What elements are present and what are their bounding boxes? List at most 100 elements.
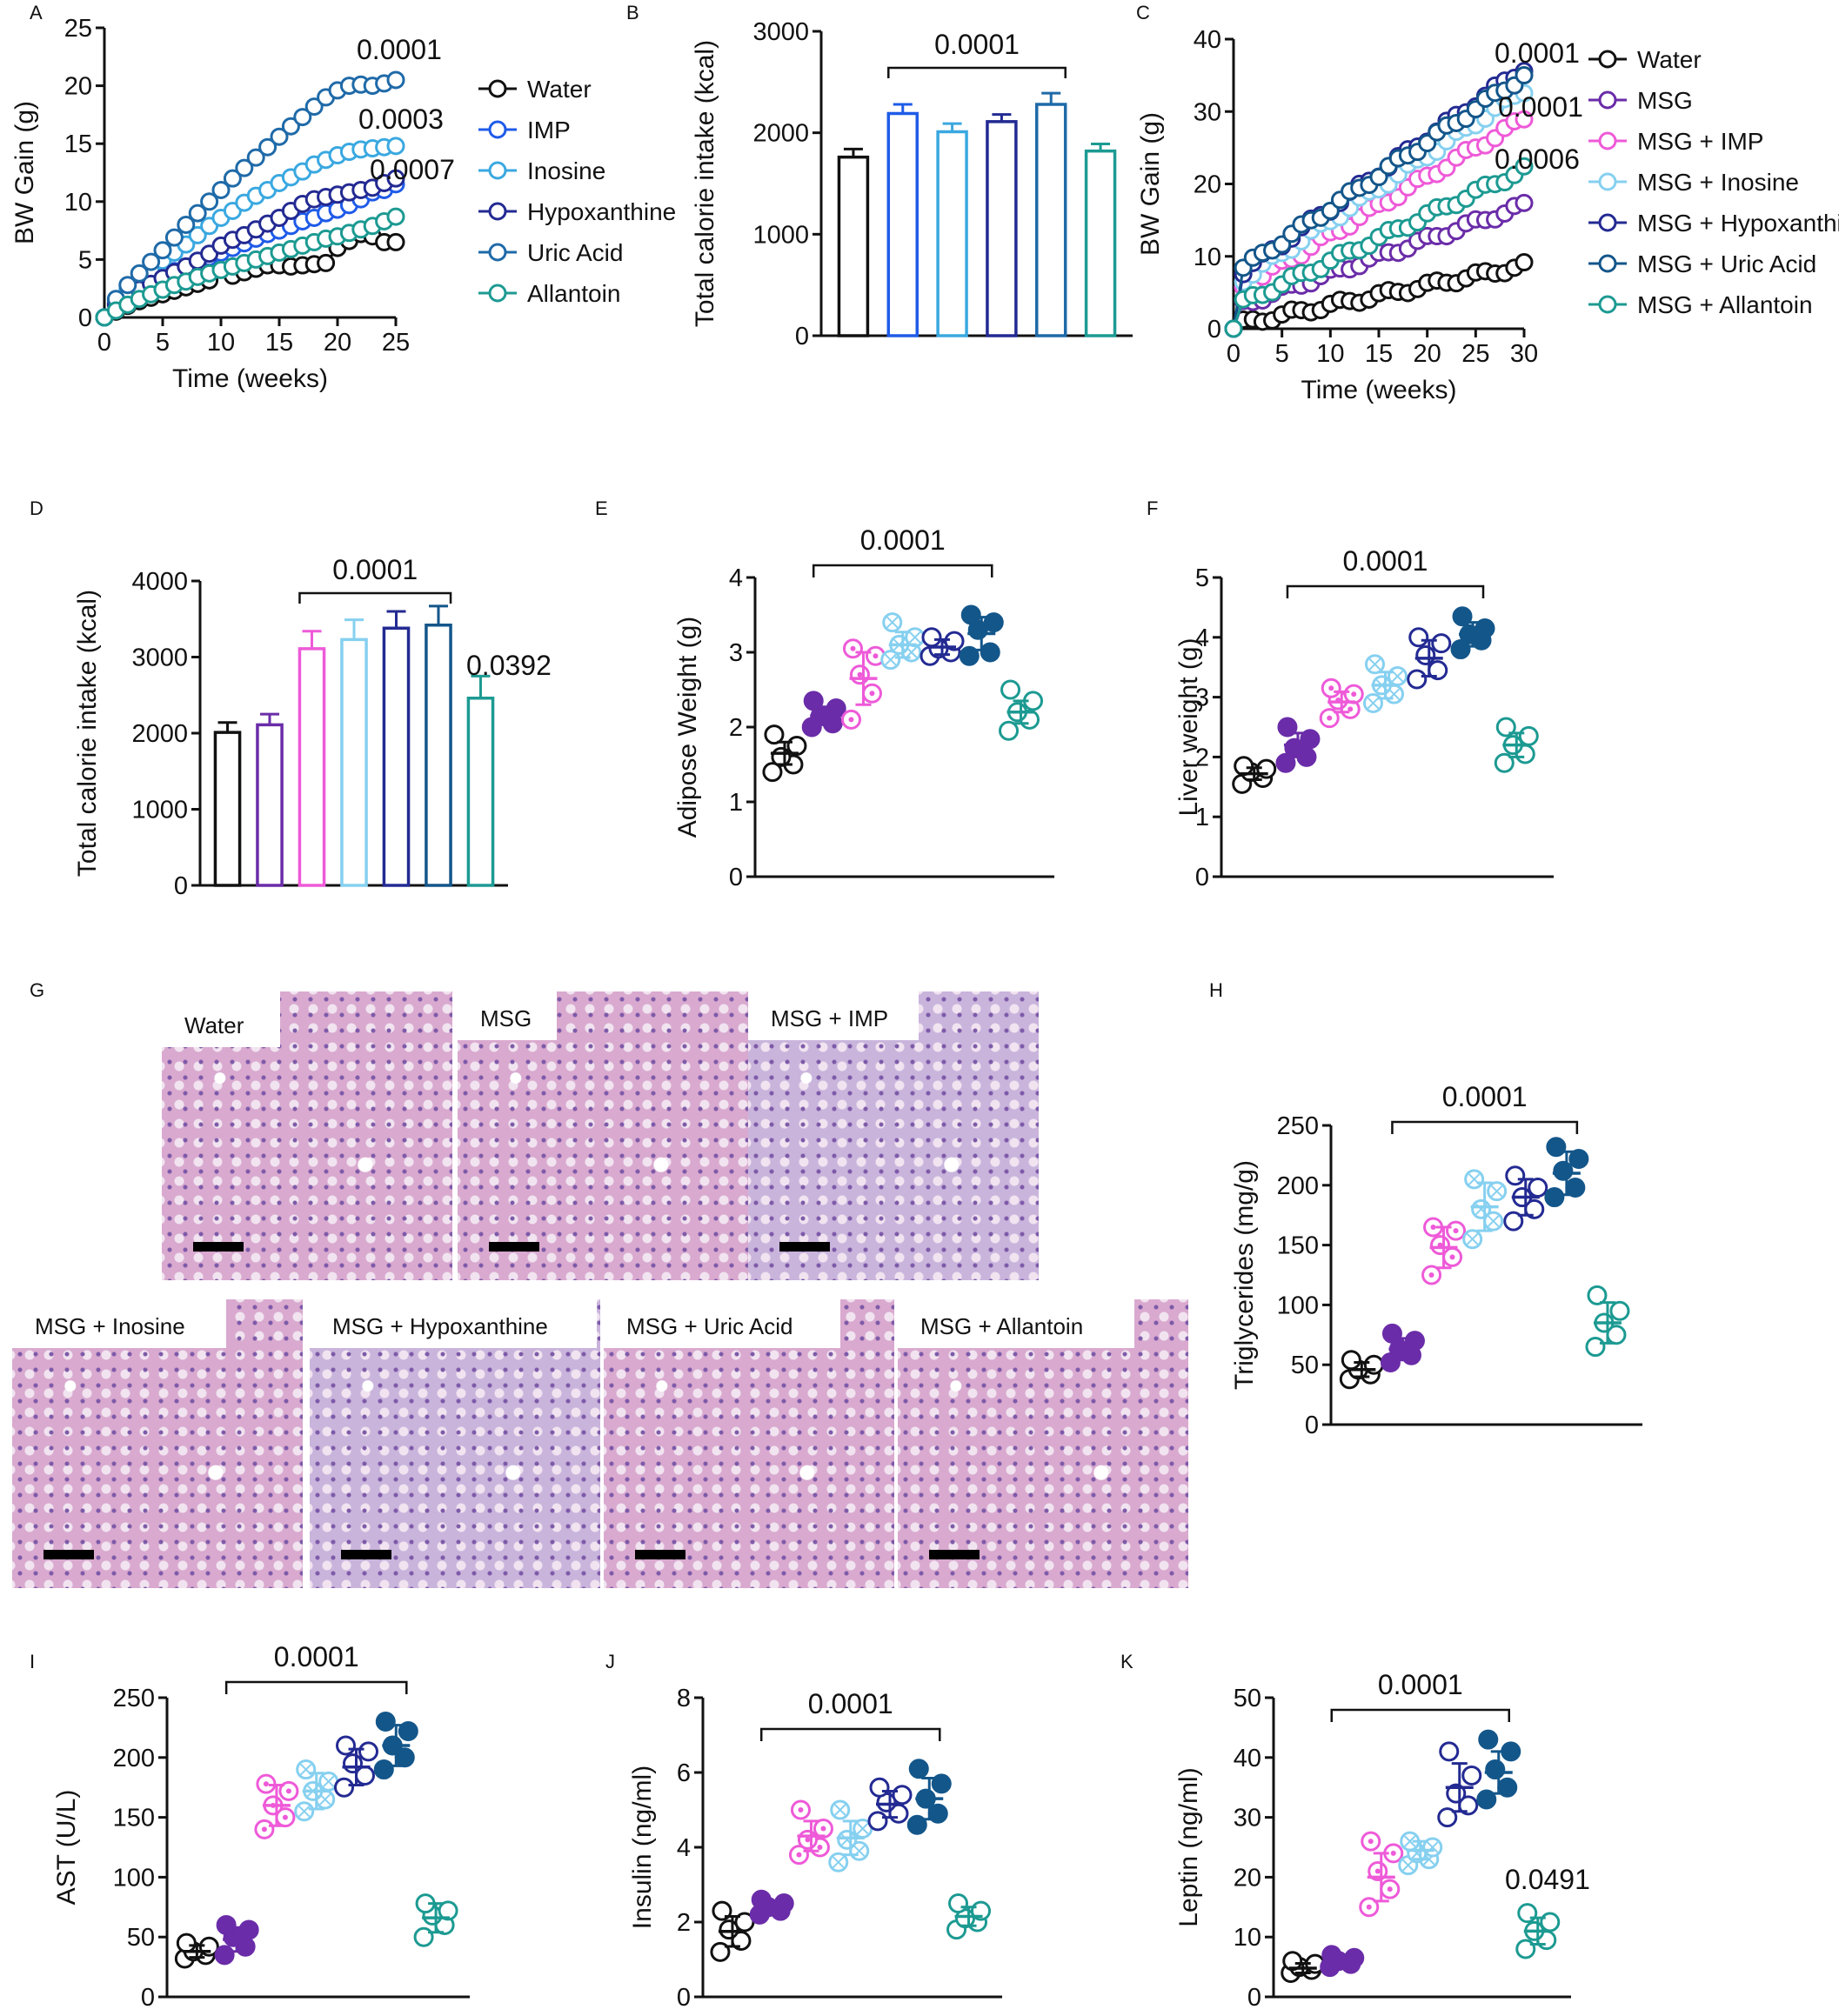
histology-label-text: MSG + IMP [771,1005,889,1031]
y-tick-label: 100 [1277,1292,1319,1319]
y-tick-label: 0 [1207,316,1221,344]
data-point-cross [298,1806,311,1818]
data-point [1431,633,1452,654]
x-axis-label: Time (weeks) [172,364,328,393]
data-point-center [1327,715,1333,721]
data-point [1277,717,1298,738]
data-point [1494,752,1515,773]
data-point-cross [1404,1835,1416,1847]
y-tick-label: 2 [729,714,743,742]
data-point [153,241,172,260]
data-point [1503,1211,1524,1232]
y-tick-label: 6 [677,1759,691,1787]
data-point [211,180,231,199]
group-msg-imp [788,1799,833,1866]
panel-letter-G: G [30,979,44,1001]
data-point-center [857,671,863,678]
data-point-cross [909,631,921,644]
group-msg-allantoin [946,1893,992,1940]
panel-letter-A: A [30,2,43,23]
data-point [176,1933,197,1953]
data-point [1404,1331,1425,1352]
data-point [948,1893,969,1913]
data-point [1528,1178,1548,1198]
group-water [762,724,807,783]
x-tick-label: 10 [207,329,235,357]
y-tick-label: 0 [729,864,743,891]
p-value-label: 0.0001 [808,1688,893,1719]
y-tick-label: 1 [729,789,743,817]
data-point [270,127,289,146]
data-point-center [848,717,854,723]
legend-label: MSG + Hypoxanthine [1637,210,1839,237]
chart-C: 0 10 20 30 40 BW Gain (g) 0 5 10 15 20 25 30 Time (we… [1136,26,1839,404]
chart-K: 0 10 20 30 40 50 Leptin (ng/ml) 0.0001 0.0491 [1174,1669,1590,2012]
histology-label-text: MSG + Inosine [35,1313,185,1339]
p-value-label: 0.0001 [934,29,1020,60]
data-point [1515,66,1534,85]
data-point-center [261,1826,267,1832]
y-axis-label: Leptin (ng/ml) [1174,1767,1203,1926]
scale-bar [489,1242,539,1252]
y-axis-label: Total calorie intake (kcal) [73,590,102,877]
data-point [200,192,219,211]
y-tick-label: 250 [1277,1112,1319,1140]
group-msg-inosine [828,1799,873,1872]
group-msg-uric-acid [373,1712,418,1780]
group-msg [1275,717,1321,773]
y-axis-label: AST (U/L) [52,1790,81,1906]
significance-bracket [887,66,1067,78]
data-point [1505,1165,1526,1186]
y-tick-label: 0 [78,304,92,332]
legend-label: Water [1637,46,1702,73]
y-tick-label: 30 [1194,98,1221,126]
histology-label: MSG [458,991,557,1040]
legend-label: MSG [1637,87,1693,114]
data-point-center [282,1814,288,1820]
legend: Water IMP Inosine Hypoxanthine Uric Acid Alla… [478,76,676,307]
y-tick-label: 4 [677,1834,691,1862]
data-point [1568,1149,1589,1170]
significance-bracket [298,591,452,604]
data-point [1515,193,1534,212]
data-point-center [263,1781,269,1787]
data-point [293,108,312,127]
bar [837,155,870,337]
bar [886,111,919,337]
legend-marker [1598,295,1617,314]
y-axis-label: Adipose Weight (g) [673,617,702,838]
histology-label-text: MSG + Hypoxanthine [332,1313,548,1339]
data-point [999,720,1020,741]
series-msg-uric-acid [1224,66,1534,338]
data-point [188,204,207,223]
group-msg-hypoxanthine [920,627,965,666]
data-point-center [1453,1228,1459,1234]
data-point-center [1366,1904,1372,1910]
data-point [960,604,981,625]
y-tick-label: 250 [113,1685,155,1712]
significance-bracket [1391,1120,1579,1134]
data-point [1485,1759,1506,1780]
data-point [1415,644,1436,665]
y-tick-label: 15 [64,130,92,158]
legend-label: Inosine [527,157,605,184]
data-point-center [805,1837,811,1843]
data-point [386,169,405,188]
group-msg-inosine [1462,1169,1508,1250]
group-msg-allantoin [1515,1903,1561,1959]
y-tick-label: 0 [174,872,188,900]
data-point [908,1759,929,1779]
legend-marker [488,79,507,98]
y-tick-label: 5 [1195,564,1209,592]
panel-letter-D: D [30,497,43,519]
data-point-cross [1466,1233,1479,1245]
series-allantoin [95,207,405,327]
data-point-cross [857,1822,869,1835]
chart-J: 0 2 4 6 8 Insulin (ng/ml) 0.0001 [628,1685,1002,2012]
data-point [1452,606,1473,627]
data-point [1369,168,1388,187]
legend-label: MSG + Uric Acid [1637,250,1816,277]
data-point-cross [833,1856,845,1868]
y-tick-label: 0 [1195,864,1209,891]
data-point-cross [1368,658,1381,671]
